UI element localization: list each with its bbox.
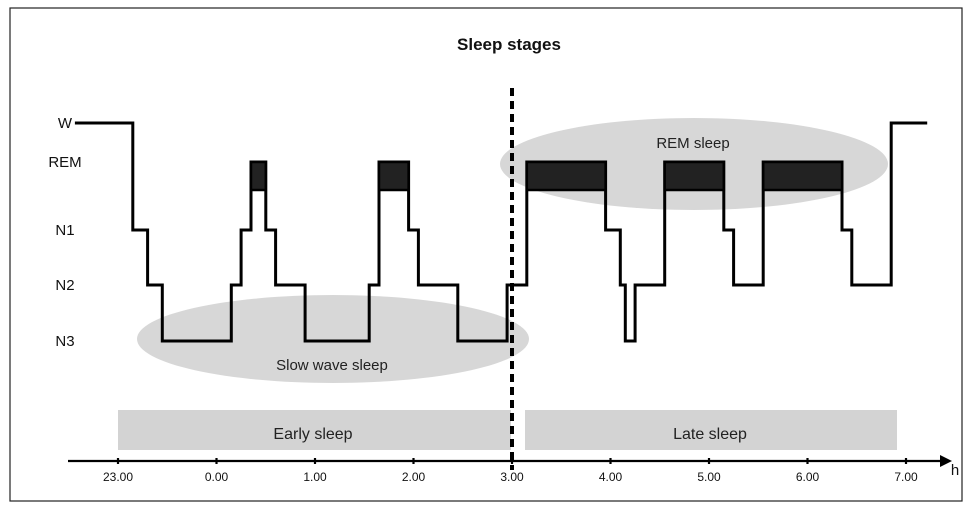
early-sleep-label: Early sleep <box>273 426 352 443</box>
y-axis-labels: W REM N1 N2 N3 <box>48 115 81 350</box>
x-axis-unit-label: h <box>951 462 959 479</box>
stage-label-n2: N2 <box>55 277 74 294</box>
early-sleep-box <box>118 410 511 450</box>
slow-wave-sleep-zone <box>137 295 529 383</box>
rem-period-bar <box>525 160 607 192</box>
stage-label-n1: N1 <box>55 222 74 239</box>
chart-title: Sleep stages <box>457 35 561 54</box>
x-axis-arrow-icon <box>940 455 952 467</box>
x-tick-label: 5.00 <box>697 470 721 484</box>
x-tick-label: 4.00 <box>599 470 623 484</box>
x-tick-label: 23.00 <box>103 470 133 484</box>
hypnogram-line <box>74 121 928 343</box>
x-tick-label: 7.00 <box>894 470 918 484</box>
stage-label-w: W <box>58 115 73 132</box>
rem-period-bar <box>663 160 726 192</box>
x-tick-label: 1.00 <box>303 470 327 484</box>
stage-label-rem: REM <box>48 154 81 171</box>
late-sleep-box <box>525 410 897 450</box>
late-sleep-label: Late sleep <box>673 426 747 443</box>
rem-period-bar <box>377 160 410 192</box>
rem-sleep-label: REM sleep <box>656 135 729 152</box>
x-tick-label: 2.00 <box>402 470 426 484</box>
x-tick-label: 3.00 <box>500 470 524 484</box>
slow-wave-sleep-label: Slow wave sleep <box>276 357 388 374</box>
x-tick-label: 0.00 <box>205 470 229 484</box>
x-tick-label: 6.00 <box>796 470 820 484</box>
hypnogram-layer <box>74 88 928 470</box>
x-axis: 23.00 0.00 1.00 2.00 3.00 4.00 5.00 6.00 7.00 <box>68 455 952 484</box>
rem-period-bar <box>761 160 844 192</box>
stage-label-n3: N3 <box>55 333 74 350</box>
rem-period-bar <box>249 160 268 192</box>
